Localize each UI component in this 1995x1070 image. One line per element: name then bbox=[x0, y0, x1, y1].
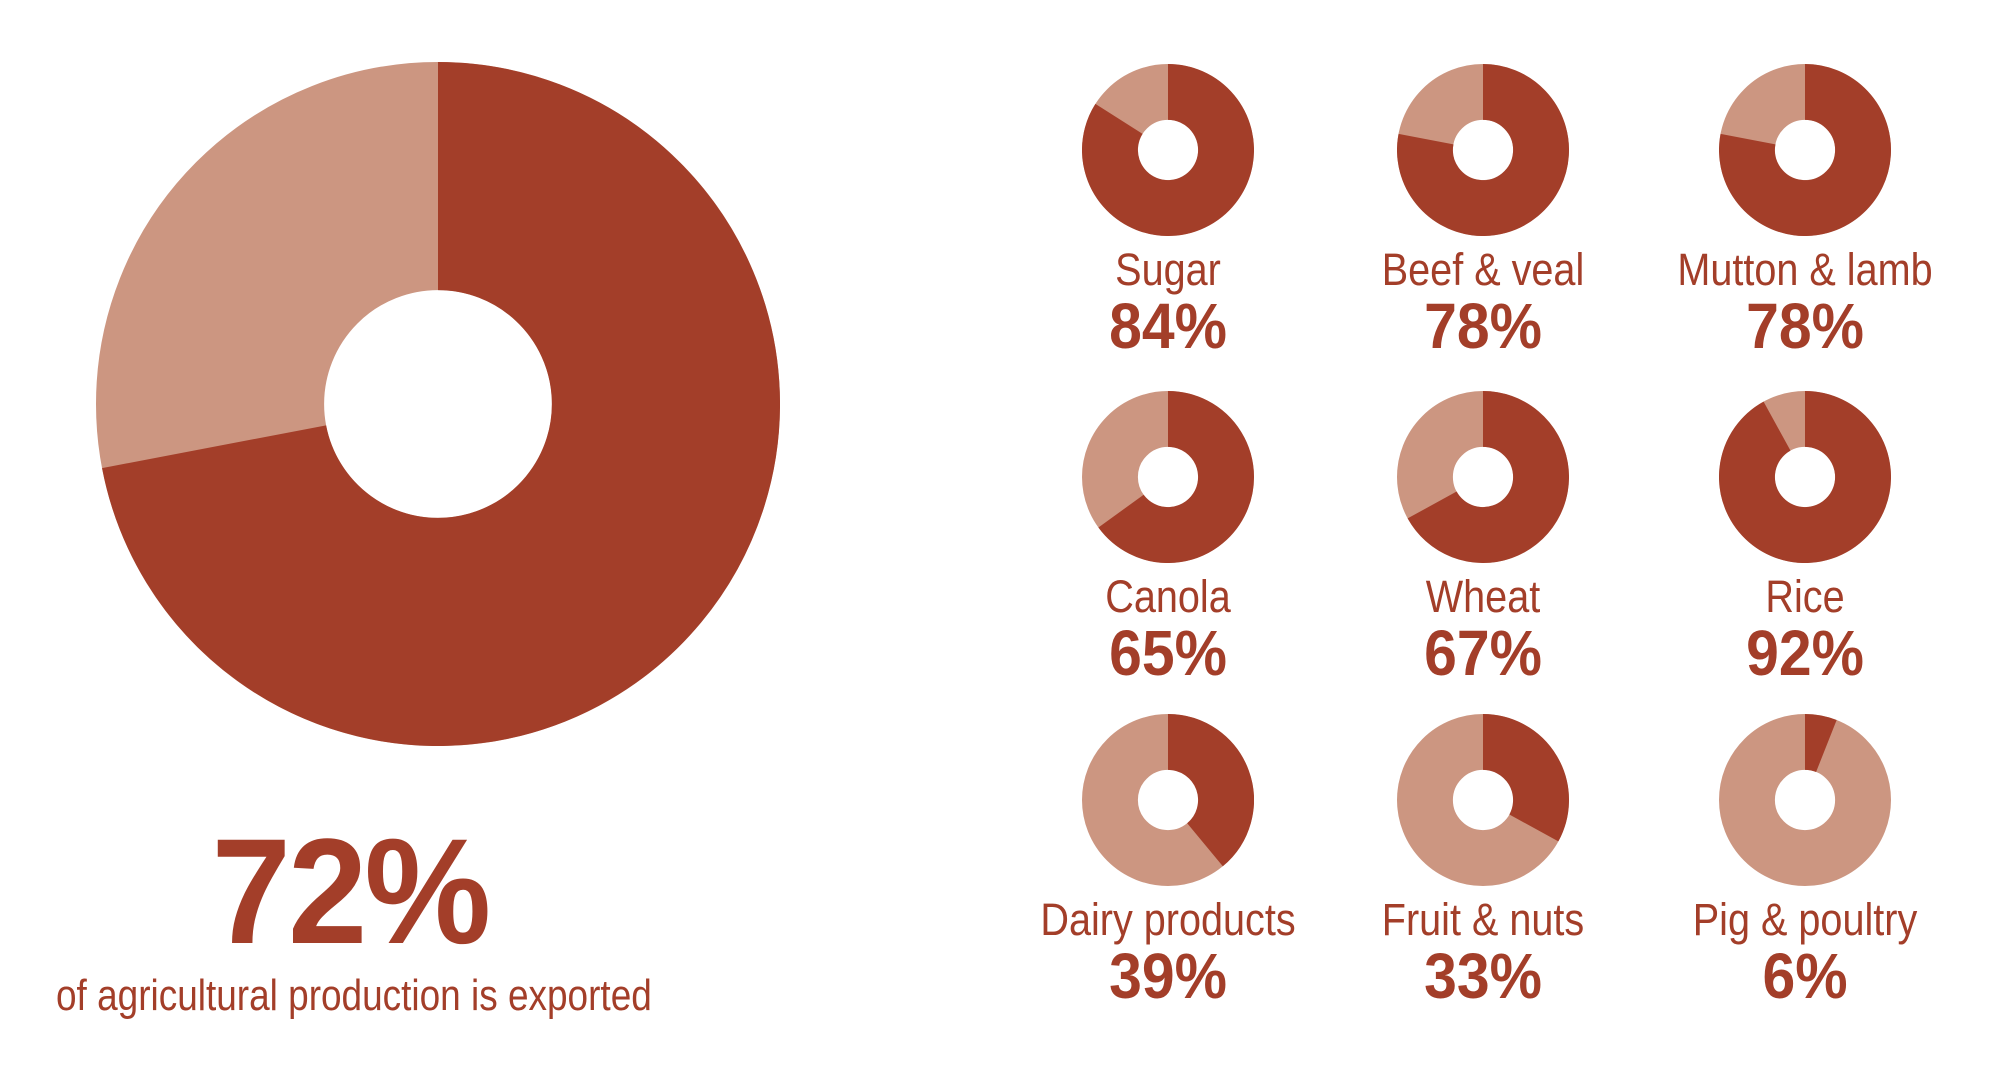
commodity-percentage: 33% bbox=[1424, 939, 1542, 1012]
commodity-label: Rice bbox=[1765, 571, 1845, 622]
commodity-donut-chart bbox=[1719, 64, 1891, 236]
commodity-percentage: 39% bbox=[1109, 939, 1227, 1012]
donut-svg bbox=[1082, 714, 1254, 886]
commodity-percentage: 6% bbox=[1762, 939, 1848, 1012]
commodity-donut-chart bbox=[1397, 391, 1569, 563]
commodity-label: Fruit & nuts bbox=[1381, 894, 1585, 945]
commodity-label: Pig & poultry bbox=[1692, 894, 1918, 945]
commodity-label-block: Canola 65% bbox=[988, 574, 1348, 687]
commodity-label-block: Wheat 67% bbox=[1303, 574, 1663, 687]
main-caption: of agricultural production is exported bbox=[56, 971, 652, 1020]
donut-svg bbox=[1082, 391, 1254, 563]
commodity-donut-chart bbox=[1082, 391, 1254, 563]
commodity-percentage: 84% bbox=[1109, 289, 1227, 362]
donut-svg bbox=[1397, 64, 1569, 236]
commodity-label: Dairy products bbox=[1040, 894, 1296, 945]
commodity-donut-chart bbox=[1397, 714, 1569, 886]
commodity-label: Mutton & lamb bbox=[1677, 244, 1933, 295]
commodity-donut-chart bbox=[1719, 714, 1891, 886]
commodity-donut-chart bbox=[1082, 64, 1254, 236]
donut-svg bbox=[1719, 391, 1891, 563]
commodity-percentage: 78% bbox=[1424, 289, 1542, 362]
donut-svg bbox=[1719, 714, 1891, 886]
commodity-label-block: Dairy products 39% bbox=[988, 897, 1348, 1010]
commodity-label-block: Mutton & lamb 78% bbox=[1625, 247, 1985, 360]
donut-svg bbox=[96, 62, 780, 746]
commodity-label-block: Pig & poultry 6% bbox=[1625, 897, 1985, 1010]
main-donut-chart bbox=[96, 62, 780, 746]
commodity-label: Beef & veal bbox=[1381, 244, 1585, 295]
donut-svg bbox=[1397, 391, 1569, 563]
commodity-donut-chart bbox=[1397, 64, 1569, 236]
commodity-percentage: 92% bbox=[1746, 616, 1864, 689]
main-percentage: 72% bbox=[211, 807, 492, 975]
commodity-donut-chart bbox=[1719, 391, 1891, 563]
commodity-percentage: 67% bbox=[1424, 616, 1542, 689]
commodity-percentage: 65% bbox=[1109, 616, 1227, 689]
commodity-label: Wheat bbox=[1425, 571, 1541, 622]
donut-svg bbox=[1397, 714, 1569, 886]
commodity-percentage: 78% bbox=[1746, 289, 1864, 362]
commodity-label-block: Fruit & nuts 33% bbox=[1303, 897, 1663, 1010]
commodity-label: Sugar bbox=[1115, 244, 1221, 295]
donut-svg bbox=[1082, 64, 1254, 236]
commodity-label: Canola bbox=[1105, 571, 1231, 622]
commodity-donut-chart bbox=[1082, 714, 1254, 886]
commodity-label-block: Sugar 84% bbox=[988, 247, 1348, 360]
donut-svg bbox=[1719, 64, 1891, 236]
commodity-label-block: Rice 92% bbox=[1625, 574, 1985, 687]
commodity-label-block: Beef & veal 78% bbox=[1303, 247, 1663, 360]
